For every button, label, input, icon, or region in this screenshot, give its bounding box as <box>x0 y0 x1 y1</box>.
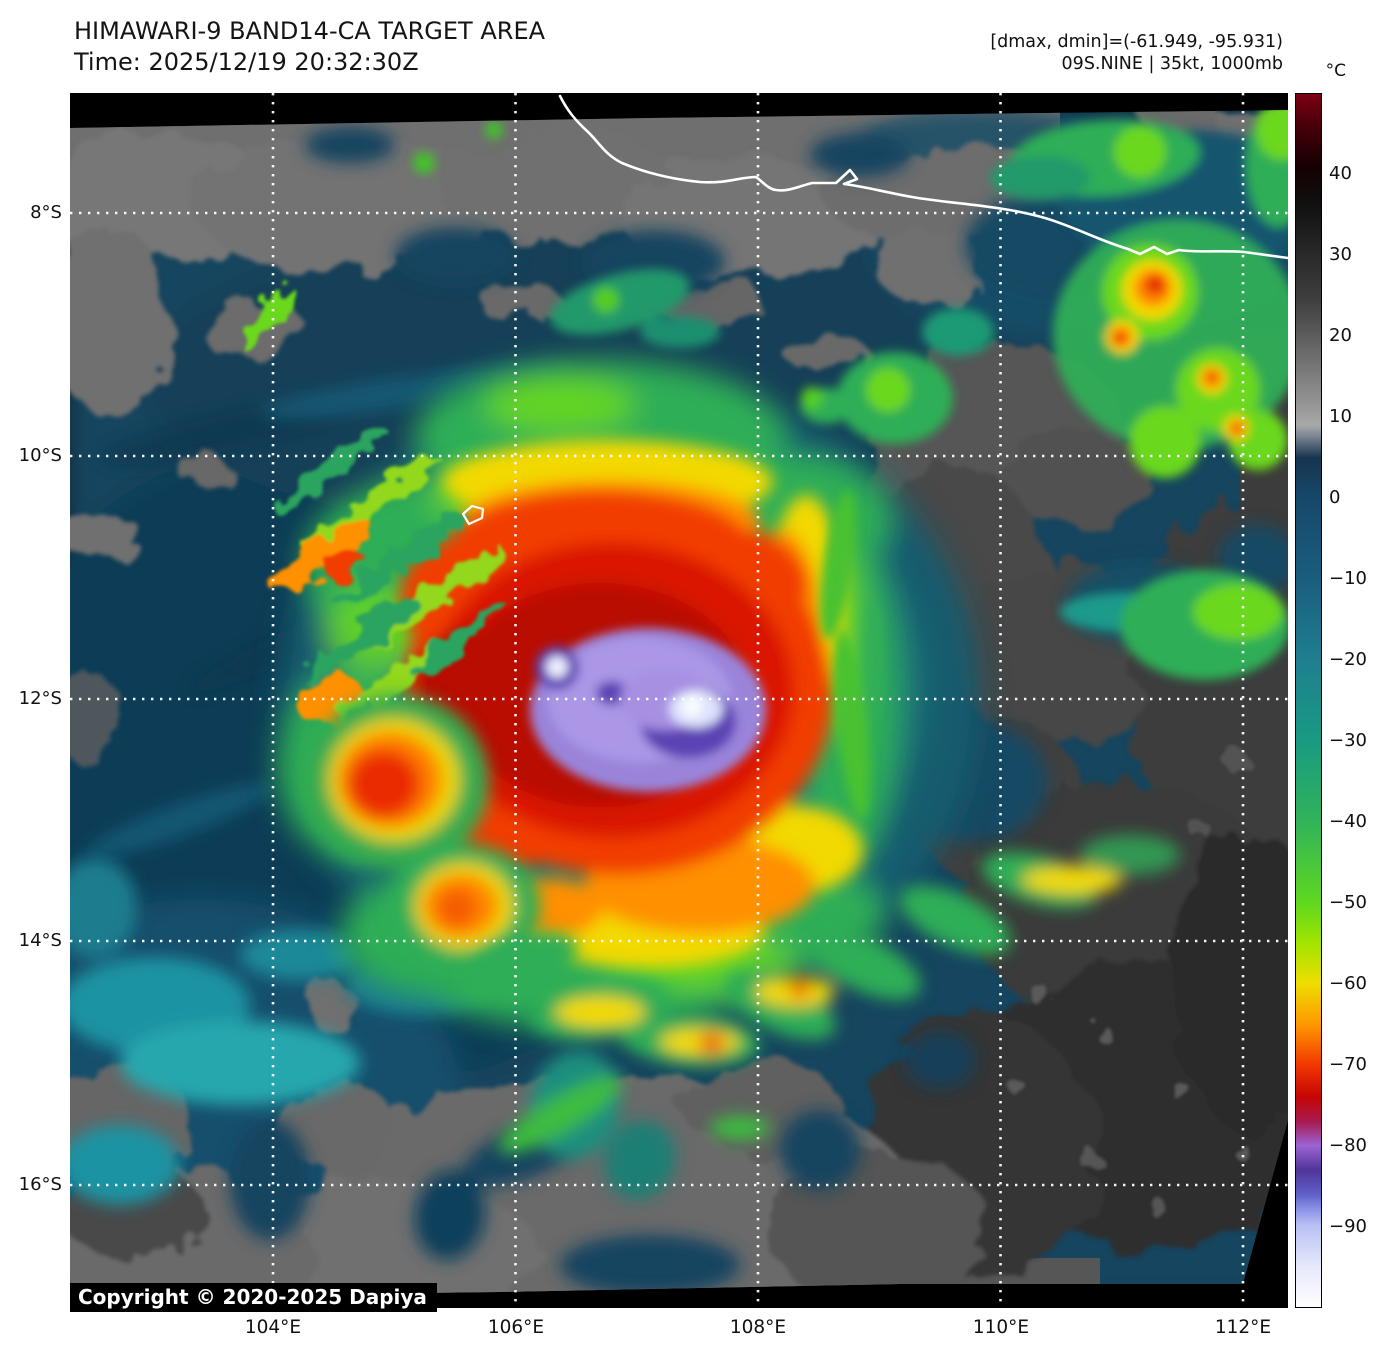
colorbar-tick: −50 <box>1329 892 1367 913</box>
colorbar-tick: 0 <box>1329 487 1341 508</box>
lat-tick: 16°S <box>18 1174 62 1195</box>
colorbar-tick: −20 <box>1329 649 1367 670</box>
colorbar-tick: 30 <box>1329 244 1352 265</box>
timestamp: Time: 2025/12/19 20:32:30Z <box>74 48 419 76</box>
dmax-dmin-readout: [dmax, dmin]=(-61.949, -95.931) <box>990 32 1283 52</box>
colorbar <box>1295 93 1322 1308</box>
colorbar-tick: −60 <box>1329 973 1367 994</box>
page-title: HIMAWARI-9 BAND14-CA TARGET AREA <box>74 17 546 45</box>
lat-tick: 12°S <box>18 688 62 709</box>
colorbar-tick: −30 <box>1329 730 1367 751</box>
lon-tick: 110°E <box>972 1317 1030 1338</box>
colorbar-tick: 10 <box>1329 406 1352 427</box>
header: HIMAWARI-9 BAND14-CA TARGET AREA Time: 2… <box>74 16 545 78</box>
colorbar-tick: 40 <box>1329 163 1352 184</box>
colorbar-tick: −70 <box>1329 1054 1367 1075</box>
lat-tick: 10°S <box>18 445 62 466</box>
info-block: [dmax, dmin]=(-61.949, -95.931) 09S.NINE… <box>990 31 1283 75</box>
lon-tick: 106°E <box>487 1317 545 1338</box>
colorbar-tick: −10 <box>1329 568 1367 589</box>
lon-tick: 108°E <box>729 1317 787 1338</box>
copyright-badge: Copyright © 2020-2025 Dapiya <box>70 1283 437 1312</box>
island-outline <box>461 504 485 526</box>
colorbar-tick: −80 <box>1329 1135 1367 1156</box>
colorbar-tick: −90 <box>1329 1216 1367 1237</box>
colorbar-tick: −40 <box>1329 811 1367 832</box>
lat-tick: 8°S <box>30 202 62 223</box>
colorbar-tick: 20 <box>1329 325 1352 346</box>
lat-tick: 14°S <box>18 930 62 951</box>
storm-readout: 09S.NINE | 35kt, 1000mb <box>1061 54 1283 74</box>
colorbar-unit-label: °C <box>1325 61 1346 81</box>
lon-tick: 112°E <box>1214 1317 1272 1338</box>
satellite-imagery <box>70 110 1288 1297</box>
coastline <box>558 94 1288 260</box>
lon-tick: 104°E <box>244 1317 302 1338</box>
